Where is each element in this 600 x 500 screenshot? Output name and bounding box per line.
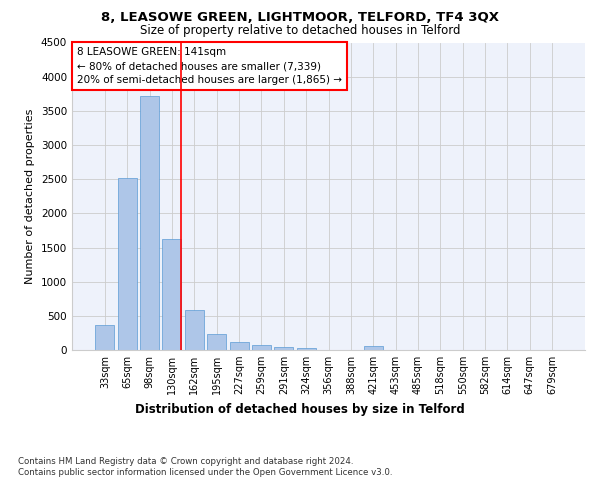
Text: Size of property relative to detached houses in Telford: Size of property relative to detached ho…	[140, 24, 460, 37]
Bar	[118, 178, 137, 350]
Bar	[252, 345, 271, 350]
Y-axis label: Number of detached properties: Number of detached properties	[25, 108, 35, 284]
Text: 8, LEASOWE GREEN, LIGHTMOOR, TELFORD, TF4 3QX: 8, LEASOWE GREEN, LIGHTMOOR, TELFORD, TF…	[101, 11, 499, 24]
Bar	[296, 348, 316, 350]
Bar	[163, 238, 181, 350]
Text: Contains HM Land Registry data © Crown copyright and database right 2024.
Contai: Contains HM Land Registry data © Crown c…	[18, 458, 392, 477]
Text: 8 LEASOWE GREEN: 141sqm
← 80% of detached houses are smaller (7,339)
20% of semi: 8 LEASOWE GREEN: 141sqm ← 80% of detache…	[77, 47, 342, 85]
Bar	[140, 96, 159, 350]
Bar	[185, 310, 204, 350]
Bar	[95, 324, 115, 350]
Bar	[274, 347, 293, 350]
Text: Distribution of detached houses by size in Telford: Distribution of detached houses by size …	[135, 402, 465, 415]
Bar	[230, 342, 248, 350]
Bar	[364, 346, 383, 350]
Bar	[207, 334, 226, 350]
